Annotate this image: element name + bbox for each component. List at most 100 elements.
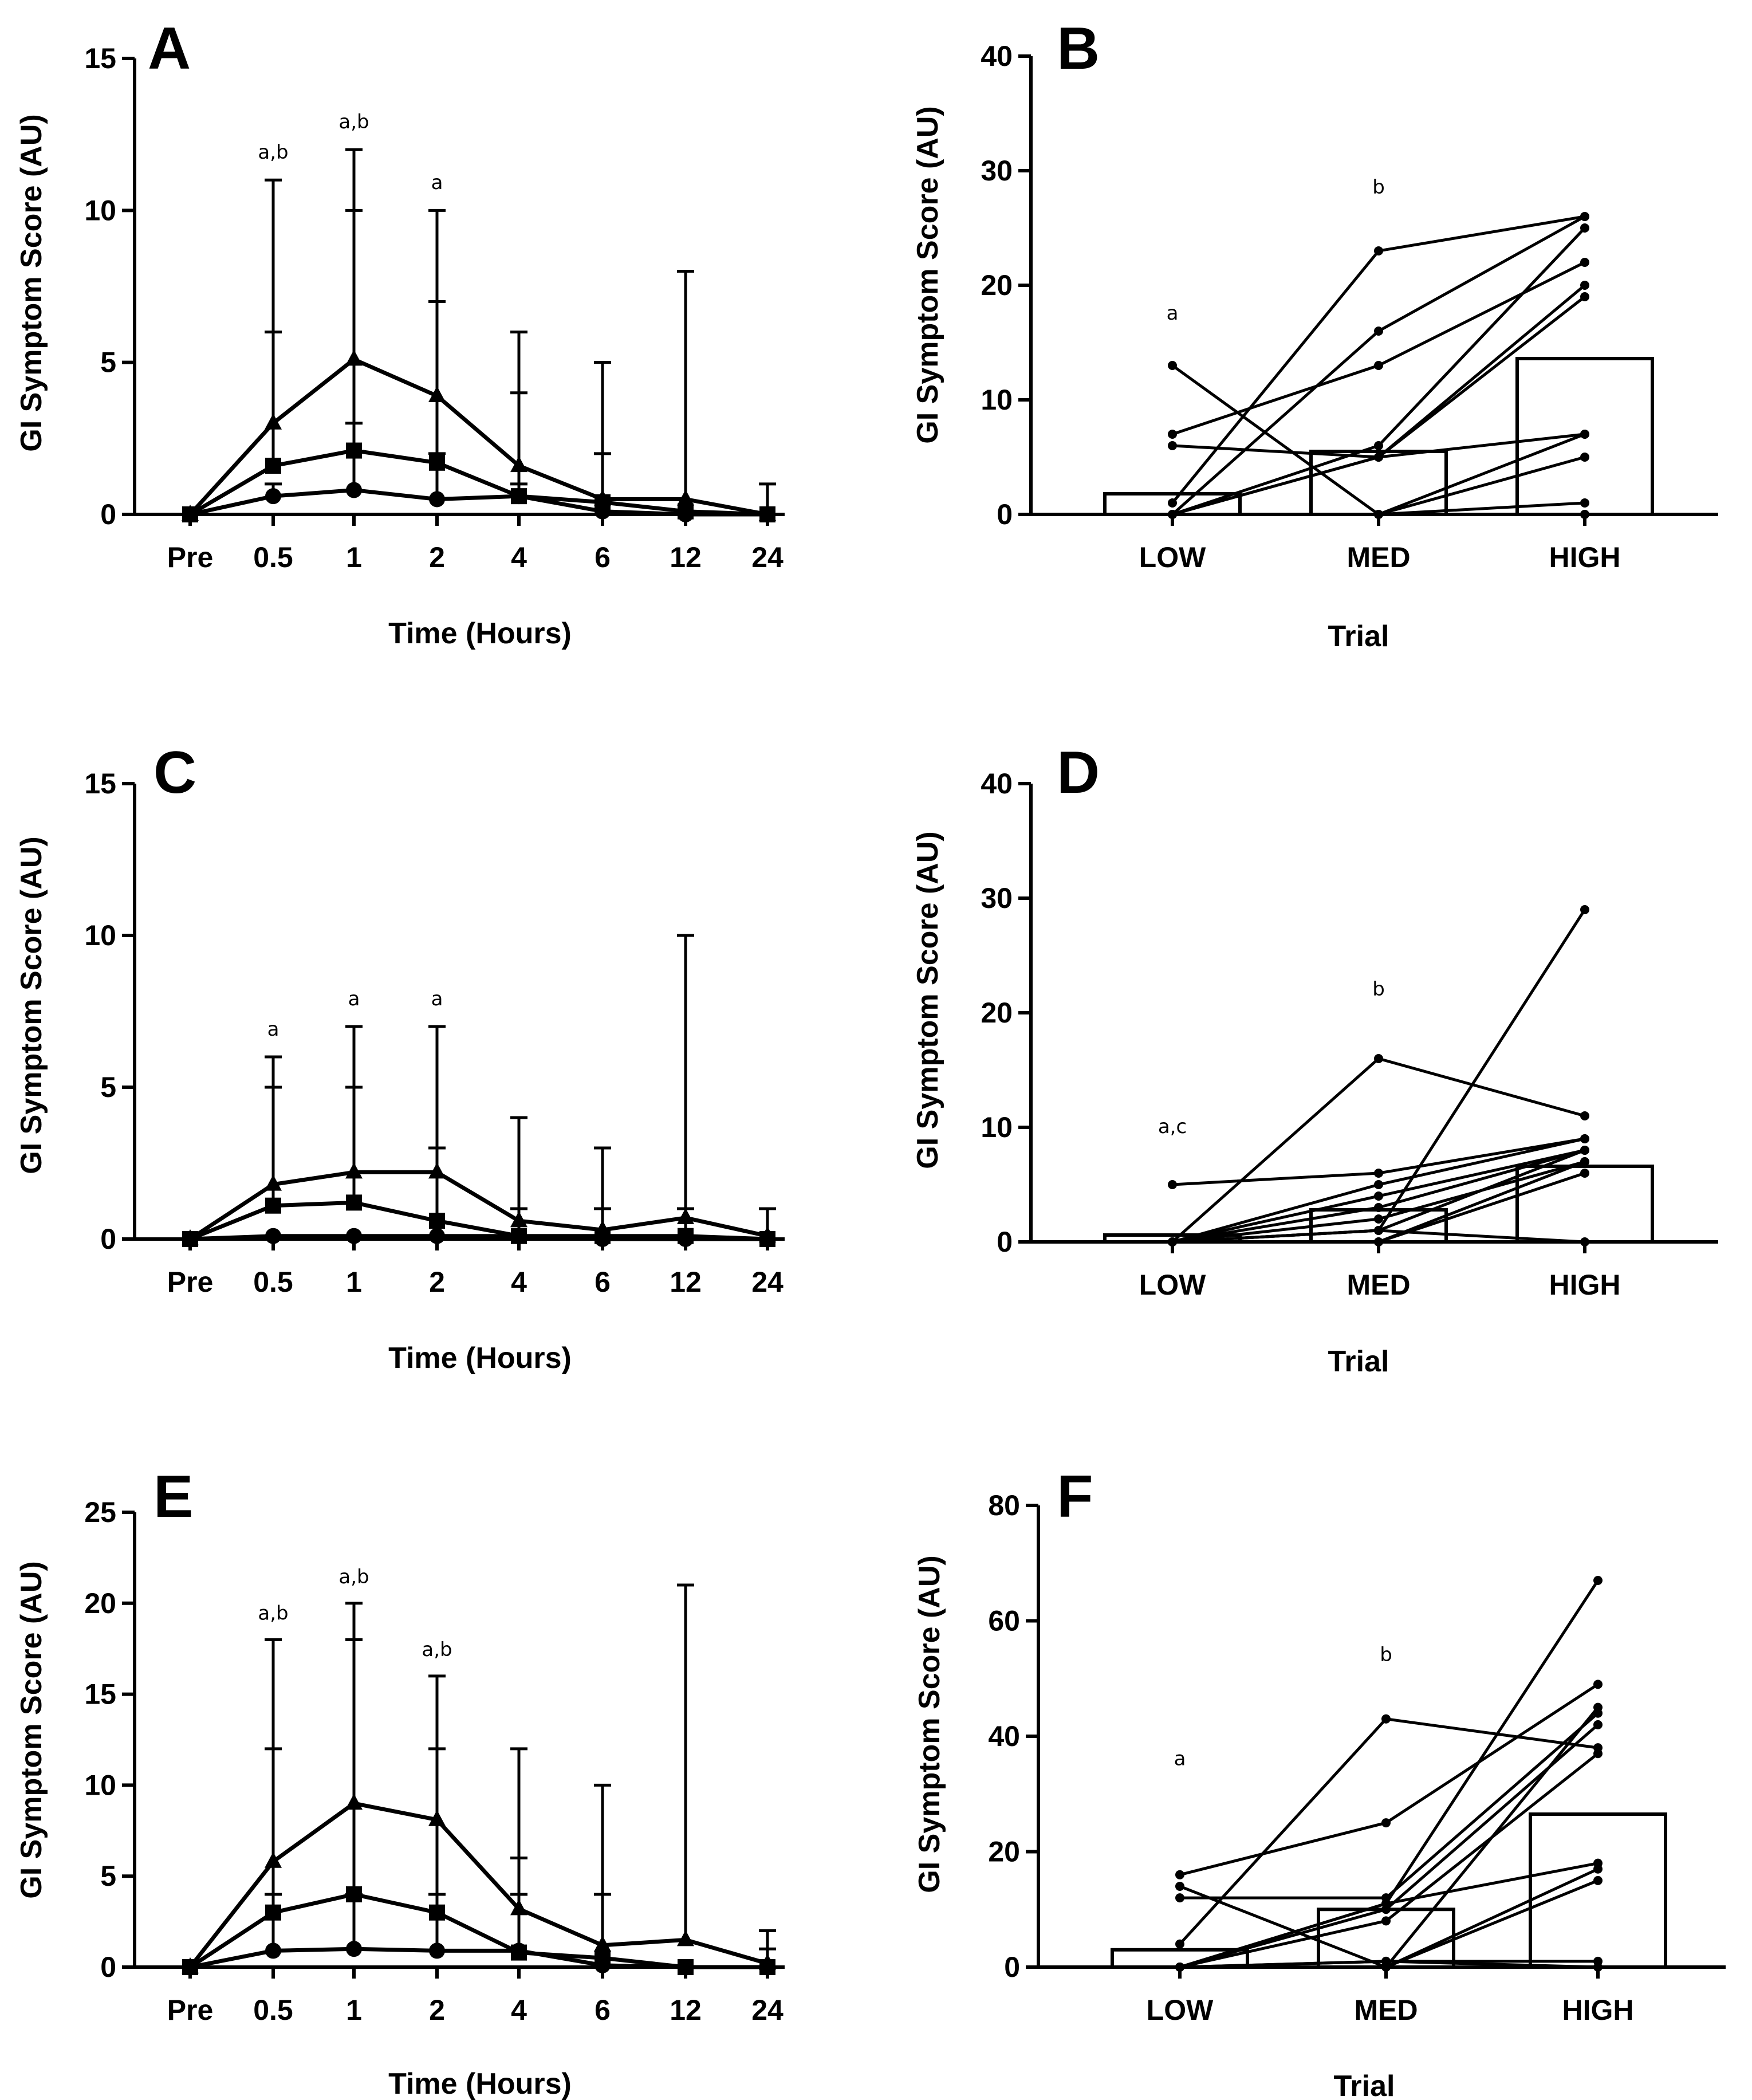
y-tick-label: 40 xyxy=(981,768,1013,800)
series-line-circle xyxy=(190,1946,767,1969)
significance-label: a,b xyxy=(258,141,288,164)
circle-marker xyxy=(511,1942,527,1959)
participant-point xyxy=(1381,1916,1391,1926)
x-tick-label: 12 xyxy=(670,541,702,573)
y-tick-label: 40 xyxy=(981,40,1013,72)
y-tick-label: 40 xyxy=(988,1720,1020,1752)
y-tick-label: 10 xyxy=(84,1769,116,1801)
participant-point xyxy=(1381,1714,1391,1724)
significance-label: a xyxy=(1174,1747,1186,1770)
circle-marker xyxy=(678,1959,694,1975)
y-tick-label: 25 xyxy=(84,1496,116,1528)
x-tick-label: 6 xyxy=(595,1994,611,2026)
series-line-circle xyxy=(190,488,767,517)
participant-point xyxy=(1580,905,1589,914)
circle-marker xyxy=(595,503,611,520)
x-tick-label: 2 xyxy=(429,541,445,573)
participant-point xyxy=(1580,1146,1589,1155)
circle-marker xyxy=(511,488,527,505)
participant-point xyxy=(1593,1749,1603,1759)
circle-marker xyxy=(429,1228,445,1244)
y-axis-label: GI Symptom Score (AU) xyxy=(911,831,944,1169)
panel-letter: D xyxy=(1057,740,1100,806)
participant-point xyxy=(1580,292,1589,301)
y-tick-label: 30 xyxy=(981,155,1013,187)
x-tick-label: 1 xyxy=(346,1994,362,2026)
participant-point xyxy=(1593,1864,1603,1874)
participant-point xyxy=(1593,1720,1603,1729)
circle-marker xyxy=(429,491,445,508)
circle-marker xyxy=(678,506,694,522)
y-tick-label: 20 xyxy=(981,269,1013,301)
y-tick-label: 20 xyxy=(988,1836,1020,1868)
series-line-square xyxy=(189,1200,768,1241)
x-axis-label: Time (Hours) xyxy=(388,617,572,650)
participant-point xyxy=(1374,327,1383,336)
participant-point xyxy=(1168,430,1177,439)
x-axis-label: Trial xyxy=(1334,2070,1395,2100)
circle-marker xyxy=(265,1228,281,1244)
significance-label: b xyxy=(1380,1643,1392,1666)
panel-a: A GI Symptom Score (AU) Time (Hours) 0 5 1… xyxy=(15,15,785,650)
x-tick-label: MED xyxy=(1354,1994,1418,2026)
x-axis-label: Time (Hours) xyxy=(388,1342,572,1375)
circle-marker xyxy=(511,1228,527,1244)
circle-marker xyxy=(759,1959,775,1975)
participant-point xyxy=(1374,1054,1383,1063)
panel-b: B GI Symptom Score (AU) Trial 0 10 20 30 40 L… xyxy=(911,15,1718,653)
participant-point xyxy=(1593,1575,1603,1585)
circle-marker xyxy=(182,1231,198,1247)
square-marker xyxy=(429,1213,445,1229)
x-tick-label: 2 xyxy=(429,1266,445,1298)
panel-letter: E xyxy=(153,1464,193,1530)
participant-point xyxy=(1175,1893,1184,1903)
significance-label: a,b xyxy=(338,111,369,133)
circle-marker xyxy=(182,1959,198,1975)
plot-area: 0 10 20 30 40 LOW MED HIGH a b xyxy=(981,40,1718,573)
panel-letter: F xyxy=(1057,1464,1093,1530)
y-tick-label: 5 xyxy=(100,1860,116,1892)
participant-point xyxy=(1175,1939,1184,1949)
x-tick-label: 24 xyxy=(751,1994,784,2026)
participant-point xyxy=(1381,1818,1391,1828)
x-tick-label: 4 xyxy=(511,1994,527,2026)
x-tick-label: Pre xyxy=(167,1994,214,2026)
participant-point xyxy=(1580,498,1589,508)
participant-point xyxy=(1580,281,1589,290)
significance-label: a,c xyxy=(1158,1115,1187,1138)
participant-point xyxy=(1381,1899,1391,1909)
x-axis-label: Trial xyxy=(1328,620,1389,653)
participant-point xyxy=(1593,1680,1603,1689)
y-tick-label: 60 xyxy=(988,1605,1020,1637)
significance-label: a,b xyxy=(338,1566,369,1588)
participant-point xyxy=(1168,1237,1177,1246)
participant-point xyxy=(1374,441,1383,450)
panel-letter: C xyxy=(153,740,196,806)
participant-point xyxy=(1580,258,1589,267)
participant-point xyxy=(1580,510,1589,519)
participant-point xyxy=(1374,453,1383,462)
participant-point xyxy=(1374,1237,1383,1246)
participant-point xyxy=(1374,1191,1383,1201)
participant-point xyxy=(1381,1956,1391,1966)
x-tick-label: 0.5 xyxy=(253,1994,293,2026)
circle-marker xyxy=(595,1957,611,1973)
y-tick-label: 20 xyxy=(84,1587,116,1619)
significance-label: b xyxy=(1372,978,1385,1001)
participant-point xyxy=(1175,1870,1184,1879)
panel-letter: B xyxy=(1057,15,1100,82)
circle-marker xyxy=(759,1231,775,1247)
y-tick-label: 0 xyxy=(100,498,116,530)
circle-marker xyxy=(346,1941,362,1957)
x-tick-label: LOW xyxy=(1139,541,1206,573)
participant-point xyxy=(1580,1237,1589,1246)
significance-label: a,b xyxy=(258,1602,288,1625)
y-tick-label: 10 xyxy=(981,384,1013,416)
participant-point xyxy=(1580,223,1589,233)
participant-point xyxy=(1168,361,1177,370)
panel-c: C GI Symptom Score (AU) Time (Hours) 0 5 1… xyxy=(15,740,785,1375)
y-tick-label: 30 xyxy=(981,882,1013,914)
participant-point xyxy=(1168,510,1177,519)
